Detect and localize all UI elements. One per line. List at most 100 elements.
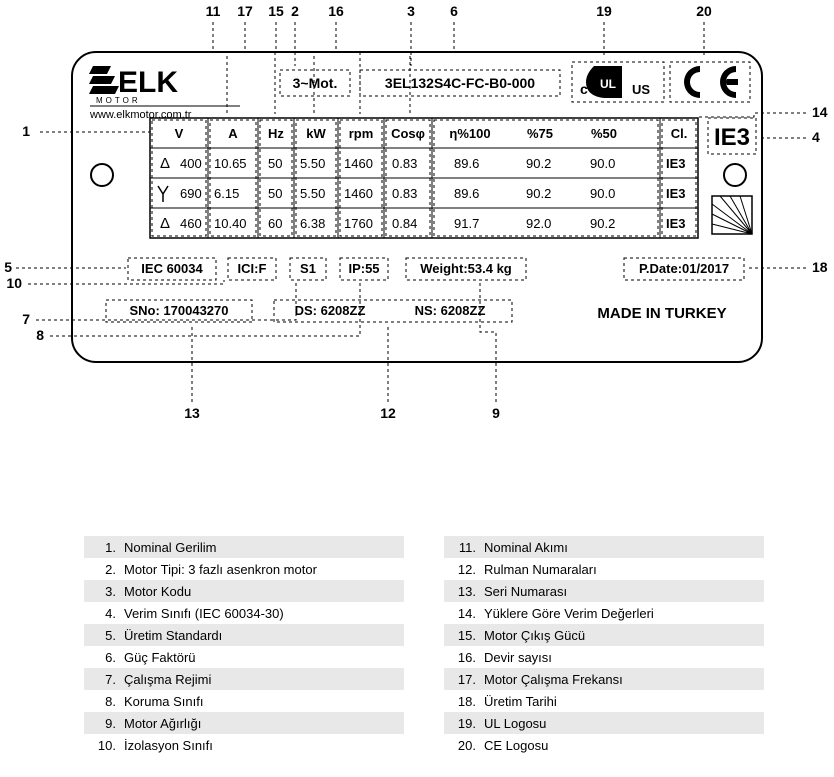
legend-text: Motor Tipi: 3 fazlı asenkron motor	[124, 562, 317, 577]
legend-text: CE Logosu	[484, 738, 548, 753]
svg-text:92.0: 92.0	[526, 216, 551, 231]
svg-text:0.83: 0.83	[392, 156, 417, 171]
legend-text: Devir sayısı	[484, 650, 552, 665]
legend-row: 10.İzolasyon Sınıfı	[84, 734, 404, 756]
svg-text:%50: %50	[591, 126, 617, 141]
svg-text:5: 5	[4, 259, 12, 275]
svg-text:90.0: 90.0	[590, 156, 615, 171]
svg-text:20: 20	[696, 3, 712, 19]
ip-text: IP:55	[348, 261, 379, 276]
nameplate-diagram: ELK MOTOR www.elkmotor.com.tr 3~Mot. 3EL…	[0, 0, 834, 430]
svg-text:90.2: 90.2	[526, 156, 551, 171]
svg-text:89.6: 89.6	[454, 186, 479, 201]
legend-text: Üretim Tarihi	[484, 694, 557, 709]
legend-text: Verim Sınıfı (IEC 60034-30)	[124, 606, 284, 621]
svg-text:η%100: η%100	[449, 126, 490, 141]
legend-text: Motor Kodu	[124, 584, 191, 599]
legend-num: 17.	[450, 672, 484, 687]
hole-right	[724, 164, 746, 186]
motor-type: 3~Mot.	[293, 75, 338, 91]
legend-text: Motor Ağırlığı	[124, 716, 201, 731]
legend-num: 20.	[450, 738, 484, 753]
iec-text: IEC 60034	[141, 261, 203, 276]
svg-text:Cl.: Cl.	[671, 126, 688, 141]
svg-text:4: 4	[812, 129, 820, 145]
legend-text: Güç Faktörü	[124, 650, 196, 665]
legend-row: 4.Verim Sınıfı (IEC 60034-30)	[84, 602, 404, 624]
legend-text: Seri Numarası	[484, 584, 567, 599]
svg-text:IE3: IE3	[666, 186, 686, 201]
svg-text:12: 12	[380, 405, 396, 421]
svg-text:10.65: 10.65	[214, 156, 247, 171]
svg-text:Hz: Hz	[268, 126, 284, 141]
legend-row: 1.Nominal Gerilim	[84, 536, 404, 558]
svg-text:90.2: 90.2	[590, 216, 615, 231]
legend-text: Çalışma Rejimi	[124, 672, 211, 687]
ins-text: ICI:F	[238, 261, 267, 276]
svg-text:5.50: 5.50	[300, 186, 325, 201]
svg-text:IE3: IE3	[666, 156, 686, 171]
legend-num: 5.	[90, 628, 124, 643]
svg-text:IE3: IE3	[666, 216, 686, 231]
legend-num: 16.	[450, 650, 484, 665]
svg-text:91.7: 91.7	[454, 216, 479, 231]
hole-left	[91, 164, 113, 186]
legend-text: Rulman Numaraları	[484, 562, 597, 577]
svg-text:1460: 1460	[344, 156, 373, 171]
svg-text:690: 690	[180, 186, 202, 201]
legend-num: 14.	[450, 606, 484, 621]
svg-text:5.50: 5.50	[300, 156, 325, 171]
svg-text:rpm: rpm	[349, 126, 374, 141]
svg-text:Δ: Δ	[160, 215, 170, 232]
svg-text:9: 9	[492, 405, 500, 421]
legend: 1.Nominal Gerilim2.Motor Tipi: 3 fazlı a…	[84, 536, 764, 756]
ie3-text: IE3	[714, 124, 750, 151]
url-text: www.elkmotor.com.tr	[89, 109, 192, 121]
svg-text:90.2: 90.2	[526, 186, 551, 201]
legend-row: 12.Rulman Numaraları	[444, 558, 764, 580]
legend-text: Üretim Standardı	[124, 628, 222, 643]
legend-text: İzolasyon Sınıfı	[124, 738, 213, 753]
legend-text: Motor Çalışma Frekansı	[484, 672, 623, 687]
svg-text:1: 1	[22, 123, 30, 139]
svg-text:kW: kW	[306, 126, 326, 141]
svg-text:1760: 1760	[344, 216, 373, 231]
weight-text: Weight:53.4 kg	[420, 261, 512, 276]
legend-text: Nominal Akımı	[484, 540, 568, 555]
legend-row: 3.Motor Kodu	[84, 580, 404, 602]
svg-text:400: 400	[180, 156, 202, 171]
legend-num: 3.	[90, 584, 124, 599]
svg-text:US: US	[632, 82, 650, 97]
svg-text:Cosφ: Cosφ	[391, 126, 425, 141]
legend-col-right: 11.Nominal Akımı12.Rulman Numaraları13.S…	[444, 536, 764, 756]
legend-text: UL Logosu	[484, 716, 546, 731]
svg-text:50: 50	[268, 186, 282, 201]
legend-row: 9.Motor Ağırlığı	[84, 712, 404, 734]
legend-row: 15.Motor Çıkış Gücü	[444, 624, 764, 646]
legend-num: 9.	[90, 716, 124, 731]
svg-text:14: 14	[812, 104, 828, 120]
svg-text:60: 60	[268, 216, 282, 231]
legend-row: 18.Üretim Tarihi	[444, 690, 764, 712]
legend-text: Koruma Sınıfı	[124, 694, 203, 709]
svg-text:7: 7	[22, 311, 30, 327]
legend-num: 15.	[450, 628, 484, 643]
legend-row: 8.Koruma Sınıfı	[84, 690, 404, 712]
svg-text:0.83: 0.83	[392, 186, 417, 201]
svg-text:A: A	[228, 126, 238, 141]
legend-row: 16.Devir sayısı	[444, 646, 764, 668]
legend-num: 8.	[90, 694, 124, 709]
svg-text:6.38: 6.38	[300, 216, 325, 231]
svg-text:89.6: 89.6	[454, 156, 479, 171]
legend-col-left: 1.Nominal Gerilim2.Motor Tipi: 3 fazlı a…	[84, 536, 404, 756]
legend-text: Yüklere Göre Verim Değerleri	[484, 606, 654, 621]
svg-text:15: 15	[268, 3, 284, 19]
svg-text:1460: 1460	[344, 186, 373, 201]
ns-text: NS: 6208ZZ	[415, 303, 486, 318]
legend-num: 7.	[90, 672, 124, 687]
legend-num: 19.	[450, 716, 484, 731]
svg-text:460: 460	[180, 216, 202, 231]
legend-row: 7.Çalışma Rejimi	[84, 668, 404, 690]
legend-num: 1.	[90, 540, 124, 555]
legend-num: 6.	[90, 650, 124, 665]
